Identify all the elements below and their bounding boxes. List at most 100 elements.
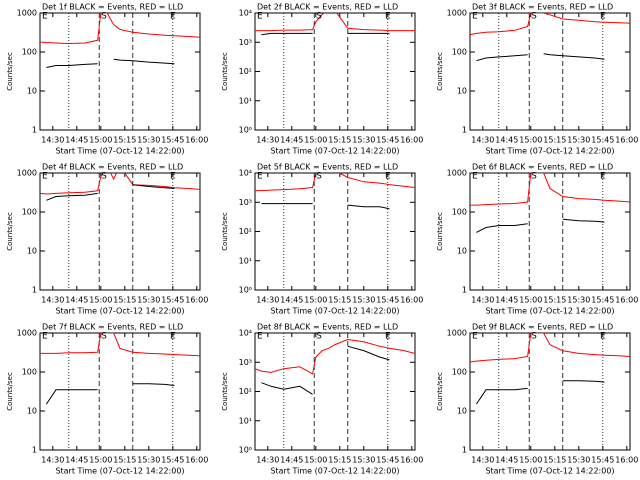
x-tick-label: 15:45: [161, 136, 184, 145]
panel-title: Det 6f BLACK = Events, RED = LLD: [472, 163, 613, 172]
panel-title: Det 5f BLACK = Events, RED = LLD: [257, 163, 398, 172]
x-tick-label: 14:45: [65, 296, 88, 305]
x-tick-label: 14:30: [256, 296, 279, 305]
x-tick-label: 15:15: [543, 296, 566, 305]
panel: Det 9f BLACK = Events, RED = LLD Start Ti…: [436, 323, 638, 476]
data-line: [562, 218, 605, 223]
x-tick-label: 15:45: [161, 296, 184, 305]
x-axis-label: Start Time (07-Oct-12 14:22:00): [270, 467, 399, 476]
x-tick-label: 14:30: [256, 456, 279, 465]
data-line: [46, 192, 98, 201]
y-tick-label: 100: [22, 48, 37, 57]
plot-frame: [39, 12, 201, 131]
y-tick-label: 10²: [239, 227, 252, 236]
x-tick-label: 14:45: [280, 136, 303, 145]
panel-title: Det 7f BLACK = Events, RED = LLD: [42, 323, 183, 332]
data-line: [476, 223, 528, 233]
x-tick-label: 16:00: [185, 456, 208, 465]
data-line: [45, 389, 98, 405]
panel: Det 3f BLACK = Events, RED = LLD Start Ti…: [436, 3, 638, 156]
plot-area: [470, 333, 630, 450]
x-tick-label: 15:15: [328, 296, 351, 305]
y-tick-label: 10⁰: [239, 446, 252, 455]
y-tick-label: 10²: [239, 387, 252, 396]
marker-label: S: [316, 332, 322, 342]
panel-title: Det 9f BLACK = Events, RED = LLD: [472, 323, 613, 332]
y-axis-label: Counts/sec: [221, 212, 229, 251]
x-tick-label: 16:00: [185, 136, 208, 145]
y-tick-label: 10: [27, 87, 37, 96]
x-tick-label: 15:00: [519, 456, 542, 465]
x-tick-label: 16:00: [400, 136, 423, 145]
marker-label: E: [42, 172, 48, 182]
y-tick-label: 10⁴: [239, 9, 252, 18]
marker-label: S: [101, 172, 107, 182]
x-tick-label: 15:30: [567, 136, 590, 145]
y-tick-label: 10⁴: [239, 169, 252, 178]
plot-area: [40, 13, 200, 130]
x-tick-label: 16:00: [615, 136, 638, 145]
marker-label: E: [170, 12, 176, 22]
panel-title: Det 3f BLACK = Events, RED = LLD: [472, 3, 613, 12]
y-tick-label: 100: [452, 48, 467, 57]
x-tick-label: 15:00: [304, 296, 327, 305]
marker-label: E: [385, 332, 391, 342]
marker-label: S: [101, 332, 107, 342]
data-line: [40, 173, 200, 195]
y-tick-label: 1: [462, 286, 467, 295]
x-tick-label: 15:15: [328, 456, 351, 465]
y-axis-label: Counts/sec: [436, 52, 444, 91]
y-tick-label: 10⁴: [239, 329, 252, 338]
data-line: [132, 383, 175, 386]
y-tick-label: 1: [32, 126, 37, 135]
marker-label: S: [531, 332, 537, 342]
x-tick-label: 14:45: [495, 296, 518, 305]
plot-frame: [254, 172, 416, 291]
data-line: [476, 54, 528, 62]
x-tick-label: 15:45: [376, 136, 399, 145]
panel: Det 2f BLACK = Events, RED = LLD Start Ti…: [221, 3, 423, 156]
plot-frame: [469, 332, 631, 451]
x-tick-label: 15:45: [161, 456, 184, 465]
panel-title: Det 8f BLACK = Events, RED = LLD: [257, 323, 398, 332]
x-tick-label: 15:15: [113, 456, 136, 465]
x-tick-label: 16:00: [615, 296, 638, 305]
x-tick-label: 15:00: [519, 296, 542, 305]
x-tick-label: 16:00: [400, 296, 423, 305]
y-axis-label: Counts/sec: [221, 52, 229, 91]
y-tick-label: 1000: [447, 169, 467, 178]
data-line: [255, 13, 415, 32]
x-axis-label: Start Time (07-Oct-12 14:22:00): [485, 147, 614, 156]
y-tick-label: 1000: [17, 329, 37, 338]
data-line: [470, 333, 630, 363]
panel-title: Det 4f BLACK = Events, RED = LLD: [42, 163, 183, 172]
x-tick-label: 15:30: [137, 456, 160, 465]
x-tick-label: 14:45: [495, 456, 518, 465]
data-line: [347, 345, 390, 361]
y-tick-label: 1000: [447, 329, 467, 338]
marker-label: E: [170, 332, 176, 342]
x-tick-label: 14:30: [471, 296, 494, 305]
y-tick-label: 10: [457, 407, 467, 416]
x-tick-label: 15:00: [89, 456, 112, 465]
plot-frame: [469, 172, 631, 291]
y-tick-label: 10: [457, 87, 467, 96]
x-tick-label: 14:45: [280, 456, 303, 465]
data-line: [475, 387, 528, 405]
marker-label: E: [42, 332, 48, 342]
marker-label: S: [316, 12, 322, 22]
x-tick-label: 15:30: [352, 296, 375, 305]
panel: Det 4f BLACK = Events, RED = LLD Start Ti…: [6, 163, 208, 316]
x-tick-label: 15:30: [352, 456, 375, 465]
x-tick-label: 15:15: [543, 456, 566, 465]
data-line: [261, 382, 313, 395]
marker-label: E: [385, 172, 391, 182]
y-tick-label: 100: [22, 208, 37, 217]
data-line: [40, 13, 200, 45]
plot-area: [255, 333, 415, 450]
x-tick-label: 14:30: [471, 456, 494, 465]
y-tick-label: 10²: [239, 67, 252, 76]
panel: Det 7f BLACK = Events, RED = LLD Start Ti…: [6, 323, 208, 476]
y-tick-label: 10¹: [239, 256, 252, 265]
x-tick-label: 14:30: [41, 296, 64, 305]
